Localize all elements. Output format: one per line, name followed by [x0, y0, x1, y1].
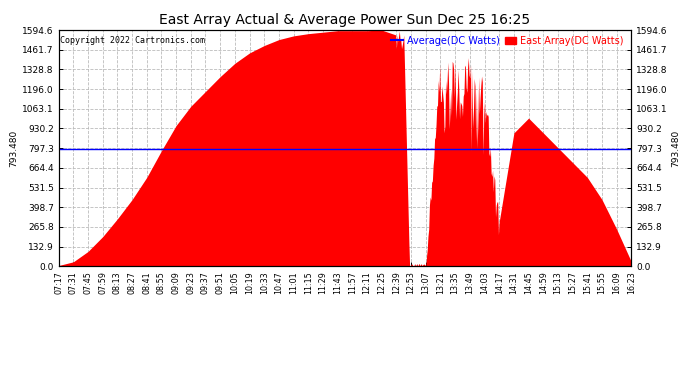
- Title: East Array Actual & Average Power Sun Dec 25 16:25: East Array Actual & Average Power Sun De…: [159, 13, 531, 27]
- Text: 793.480: 793.480: [671, 130, 680, 167]
- Text: 793.480: 793.480: [10, 130, 19, 167]
- Text: Copyright 2022 Cartronics.com: Copyright 2022 Cartronics.com: [60, 36, 205, 45]
- Legend: Average(DC Watts), East Array(DC Watts): Average(DC Watts), East Array(DC Watts): [391, 36, 624, 46]
